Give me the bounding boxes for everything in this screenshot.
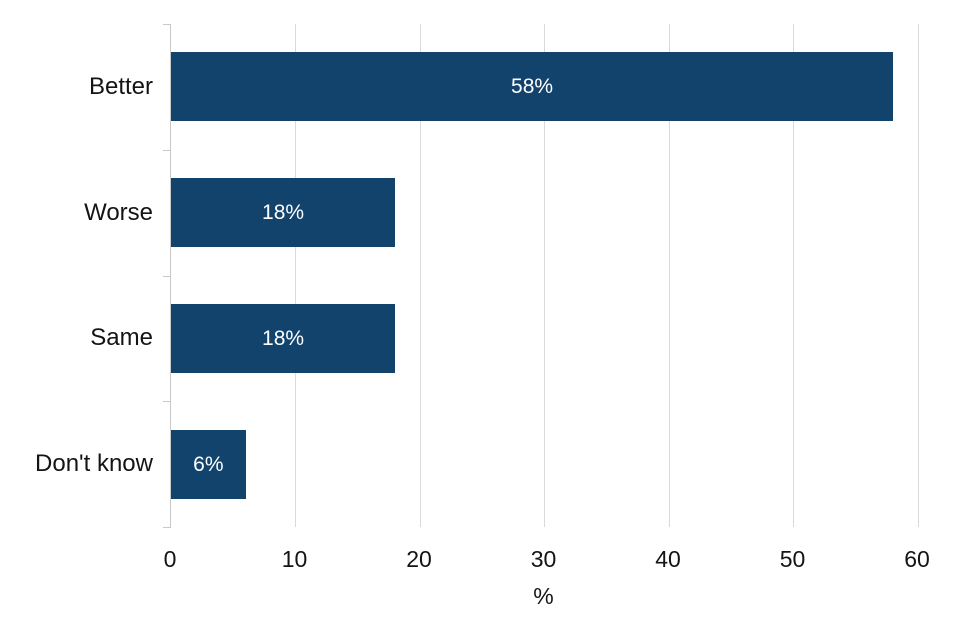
gridline-40 — [668, 24, 670, 527]
bar-worse: 18% — [171, 178, 396, 248]
bar-value-label: 58% — [511, 75, 554, 99]
category-label: Worse — [84, 198, 153, 226]
category-label: Better — [88, 72, 153, 100]
gridline-10 — [295, 24, 296, 527]
y-axis-tick — [163, 401, 171, 402]
bar-don-t-know: 6% — [171, 429, 246, 499]
x-tick-label-60: 60 — [904, 546, 930, 572]
plot-area: 58% 18% 18% 6% — [163, 24, 919, 528]
x-tick-label-30: 30 — [530, 546, 557, 572]
category-label: Same — [90, 324, 153, 352]
x-tick-label-0: 0 — [163, 546, 177, 572]
gridline-30 — [544, 24, 545, 527]
y-axis-tick — [163, 527, 171, 528]
bar-value-label: 6% — [193, 452, 224, 476]
x-tick-label-20: 20 — [406, 546, 432, 572]
y-axis-tick — [163, 150, 171, 151]
y-axis-tick — [163, 24, 171, 25]
bar-value-label: 18% — [262, 326, 305, 350]
category-label: Don't know — [35, 450, 153, 478]
gridline-20 — [419, 24, 421, 527]
gridline-60 — [917, 24, 919, 527]
x-tick-label-40: 40 — [655, 546, 681, 572]
x-axis-title: % — [533, 583, 554, 609]
y-axis-tick — [163, 276, 171, 277]
gridline-50 — [793, 24, 794, 527]
bar-better: 58% — [171, 52, 894, 122]
bar-value-label: 18% — [262, 201, 305, 225]
x-tick-label-10: 10 — [281, 546, 308, 572]
bar-same: 18% — [171, 303, 396, 373]
x-tick-label-50: 50 — [779, 546, 806, 572]
